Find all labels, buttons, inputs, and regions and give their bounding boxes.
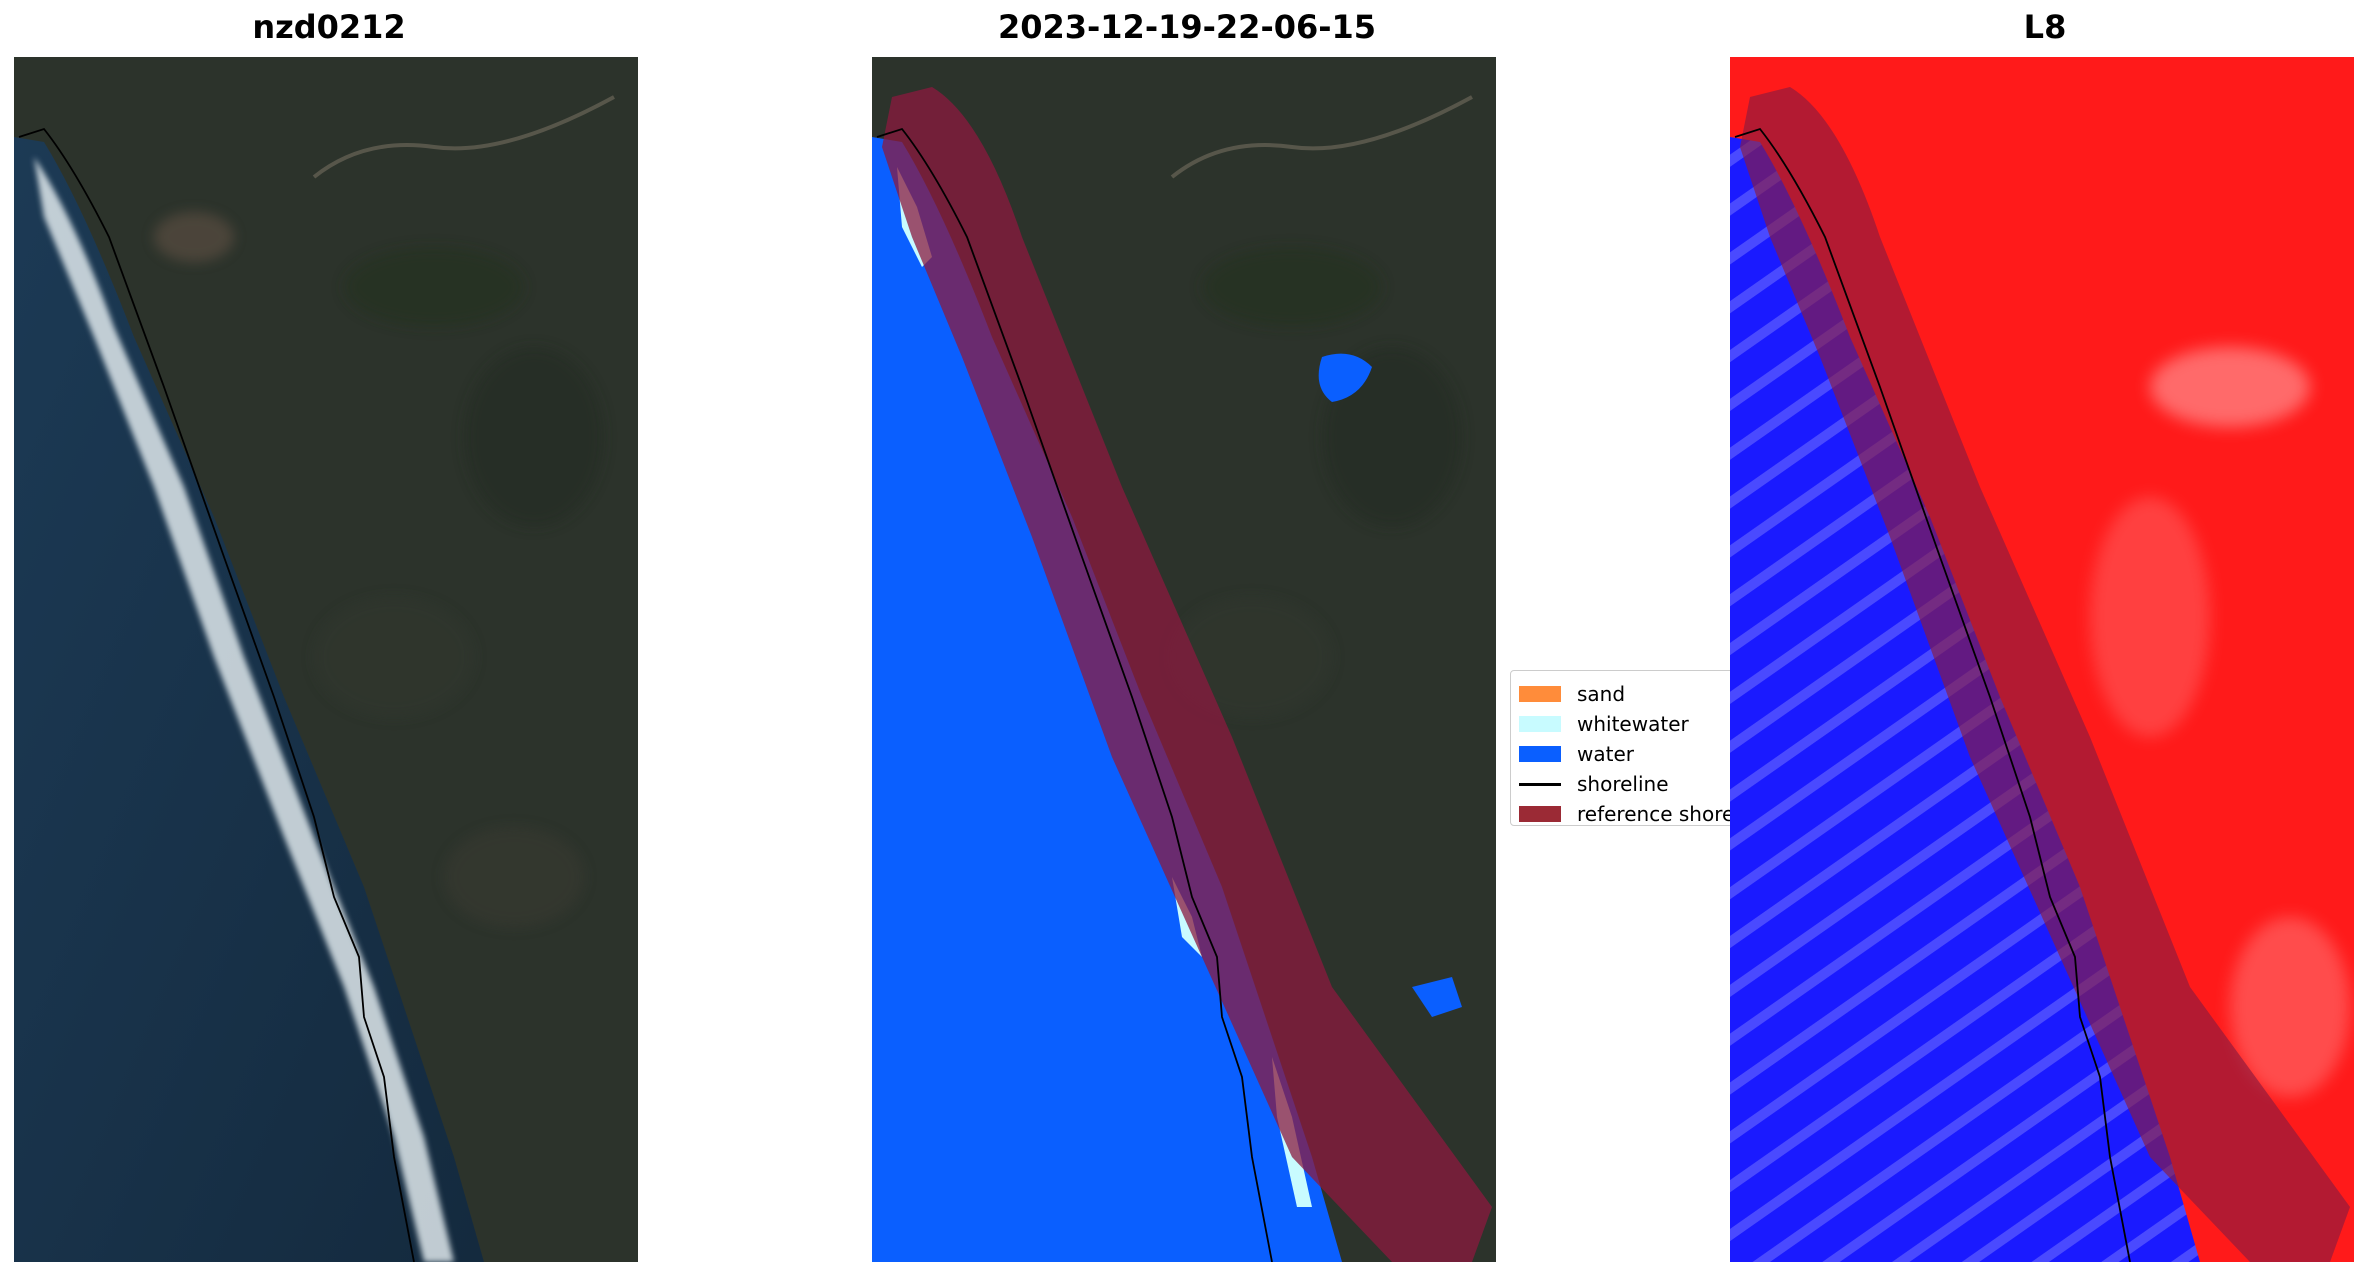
buffer-swatch (1519, 806, 1561, 822)
rgb-satellite-image (14, 57, 638, 1262)
legend-item-sand: sand (1519, 679, 1739, 709)
shoreline-swatch (1519, 782, 1561, 786)
shoreline-line (876, 127, 1273, 1262)
legend-item-reference-shoreline-buffer: reference shoreline buffer (1519, 799, 1739, 826)
legend-label: shoreline (1577, 772, 1669, 796)
index-image (1730, 57, 2354, 1262)
rgb-image-panel (14, 57, 638, 1262)
sand-swatch (1519, 686, 1561, 702)
legend: sand whitewater water shoreline referenc… (1510, 670, 1740, 826)
legend-item-whitewater: whitewater (1519, 709, 1739, 739)
legend-label: water (1577, 742, 1634, 766)
legend-label: reference shoreline buffer (1577, 802, 1739, 826)
classified-image-panel (872, 57, 1496, 1262)
reference-shoreline-buffer (882, 87, 1492, 1262)
legend-item-shoreline: shoreline (1519, 769, 1739, 799)
panel-title-index: L8 (2023, 8, 2067, 46)
inland-water-region (1318, 353, 1372, 402)
shoreline-line (1734, 127, 2131, 1262)
reference-shoreline-buffer (1740, 87, 2350, 1262)
legend-label: sand (1577, 682, 1626, 706)
panel-title-classified: 2023-12-19-22-06-15 (997, 8, 1377, 46)
classified-image (872, 57, 1496, 1262)
shoreline-line (18, 127, 415, 1262)
panel-title-rgb: nzd0212 (252, 8, 406, 46)
legend-item-water: water (1519, 739, 1739, 769)
legend-label: whitewater (1577, 712, 1689, 736)
whitewater-swatch (1519, 716, 1561, 732)
water-swatch (1519, 746, 1561, 762)
index-image-panel (1730, 57, 2354, 1262)
